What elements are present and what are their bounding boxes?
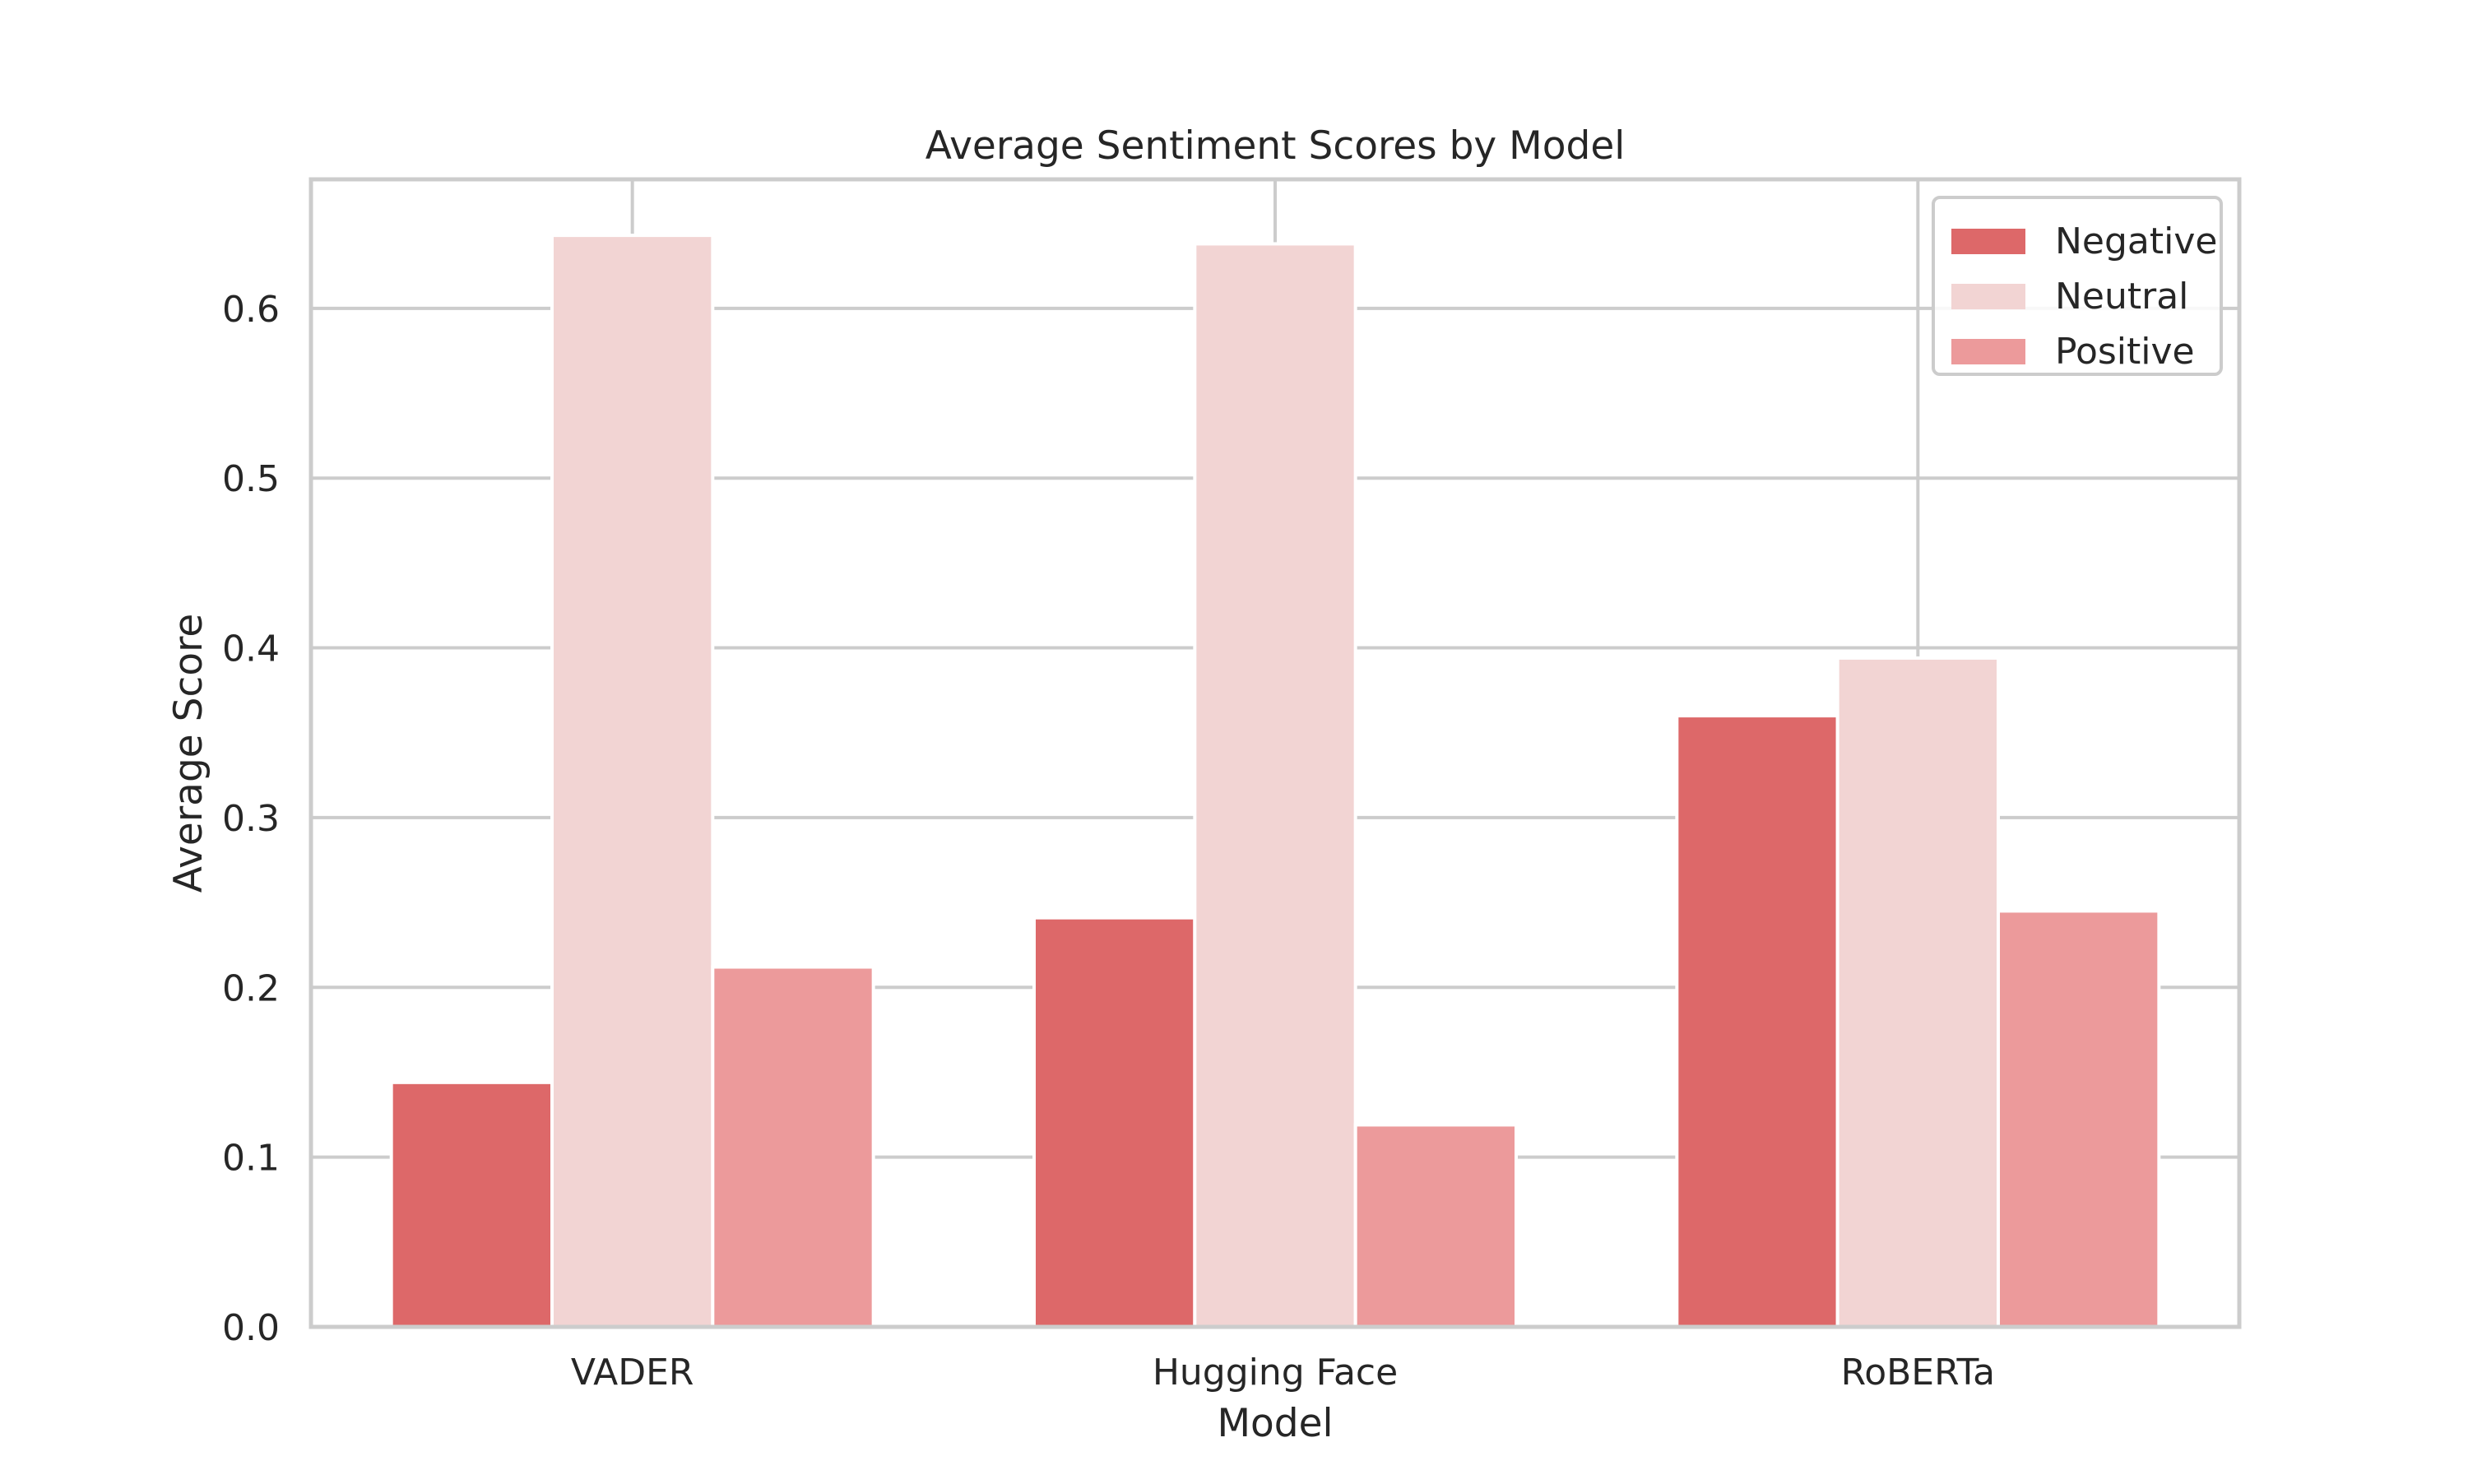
bar-positive-vader [711,965,875,1329]
bars [389,234,2161,1329]
legend: Negative Neutral Positive [1932,196,2223,376]
bar-negative-hugging-face [1032,916,1197,1329]
bar-negative-vader [389,1080,554,1329]
y-tick-label: 0.3 [222,798,280,840]
y-tick-label: 0.2 [222,967,280,1009]
y-tick-labels: 0.0 0.1 0.2 0.3 0.4 0.5 0.6 [222,289,280,1349]
y-tick-label: 0.5 [222,458,280,500]
y-tick-label: 0.1 [222,1138,280,1180]
bar-neutral-hugging-face [1193,242,1357,1329]
bar-positive-hugging-face [1353,1123,1518,1329]
bar-positive-roberta [1997,909,2161,1329]
bar-neutral-vader [550,234,715,1329]
x-tick-label: RoBERTa [1841,1352,1995,1394]
legend-label: Positive [2055,331,2195,373]
x-axis-label: Model [1217,1401,1333,1446]
legend-swatch [1951,284,2025,309]
y-axis-label: Average Score [166,614,211,893]
x-tick-label: VADER [571,1352,694,1394]
legend-label: Negative [2055,220,2217,262]
bar-negative-roberta [1675,714,1839,1329]
y-tick-label: 0.0 [222,1307,280,1349]
y-tick-label: 0.6 [222,289,280,331]
legend-swatch [1951,229,2025,254]
bar-neutral-roberta [1835,656,2001,1329]
x-tick-labels: VADER Hugging Face RoBERTa [571,1352,1995,1394]
y-tick-label: 0.4 [222,628,280,670]
chart-title: Average Sentiment Scores by Model [926,123,1626,169]
x-tick-label: Hugging Face [1153,1352,1398,1394]
legend-swatch [1951,339,2025,364]
axes-frame [308,177,2242,1329]
legend-label: Neutral [2055,276,2188,318]
